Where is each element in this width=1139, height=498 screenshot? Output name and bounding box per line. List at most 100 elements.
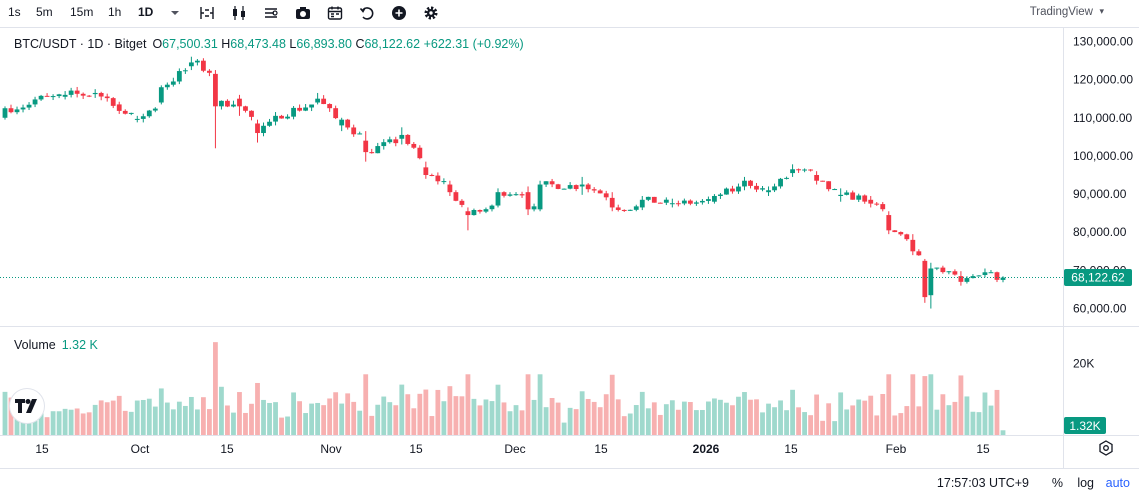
- candle[interactable]: [850, 192, 856, 200]
- candle[interactable]: [104, 96, 110, 99]
- candle[interactable]: [92, 92, 98, 95]
- tradingview-logo[interactable]: [10, 389, 44, 423]
- candle[interactable]: [880, 204, 886, 210]
- candle[interactable]: [321, 98, 327, 105]
- candle[interactable]: [898, 232, 904, 235]
- candle[interactable]: [675, 203, 681, 205]
- candle[interactable]: [279, 115, 284, 119]
- candle[interactable]: [724, 188, 729, 195]
- candle[interactable]: [158, 87, 164, 103]
- candle[interactable]: [459, 200, 465, 205]
- candle[interactable]: [351, 127, 357, 135]
- candle[interactable]: [122, 110, 128, 114]
- candles-icon[interactable]: [231, 5, 247, 21]
- candle[interactable]: [693, 202, 699, 204]
- candle[interactable]: [778, 178, 783, 187]
- candle[interactable]: [772, 186, 777, 191]
- candle[interactable]: [333, 108, 339, 119]
- interval-1s-button[interactable]: 1s: [8, 5, 21, 19]
- candle[interactable]: [585, 184, 591, 190]
- candle[interactable]: [8, 108, 14, 113]
- settings-icon[interactable]: [423, 5, 439, 21]
- candle[interactable]: [471, 209, 477, 216]
- candle[interactable]: [56, 94, 62, 97]
- candle[interactable]: [513, 194, 519, 196]
- candle[interactable]: [237, 98, 242, 107]
- candle[interactable]: [718, 194, 723, 196]
- candle[interactable]: [1000, 277, 1006, 280]
- candle[interactable]: [273, 115, 278, 122]
- candle[interactable]: [128, 112, 134, 114]
- candle[interactable]: [706, 199, 711, 201]
- candle[interactable]: [537, 184, 543, 210]
- candle[interactable]: [74, 90, 80, 94]
- candle[interactable]: [567, 185, 573, 189]
- candle[interactable]: [110, 98, 116, 106]
- candle[interactable]: [976, 275, 982, 277]
- candle[interactable]: [86, 95, 92, 97]
- candle[interactable]: [231, 104, 236, 107]
- candle[interactable]: [363, 140, 369, 153]
- candle[interactable]: [687, 200, 693, 204]
- candle[interactable]: [561, 188, 567, 190]
- candle[interactable]: [188, 62, 194, 67]
- candle[interactable]: [507, 194, 513, 196]
- candle[interactable]: [796, 169, 801, 171]
- candle[interactable]: [591, 189, 597, 191]
- candle[interactable]: [964, 278, 970, 282]
- chart-settings-icon[interactable]: [1098, 440, 1114, 456]
- candle[interactable]: [549, 181, 555, 185]
- candle[interactable]: [766, 190, 771, 193]
- candle[interactable]: [808, 169, 814, 171]
- candle[interactable]: [838, 194, 844, 196]
- candle[interactable]: [657, 202, 663, 204]
- candle[interactable]: [243, 106, 248, 111]
- candle[interactable]: [405, 134, 411, 144]
- candle[interactable]: [423, 167, 429, 175]
- candle[interactable]: [946, 271, 952, 273]
- candle[interactable]: [291, 107, 296, 117]
- candle[interactable]: [784, 177, 789, 179]
- candle[interactable]: [297, 107, 302, 111]
- interval-15m-button[interactable]: 15m: [70, 5, 94, 19]
- candle[interactable]: [543, 181, 549, 185]
- candle[interactable]: [832, 189, 838, 191]
- clock[interactable]: 17:57:03 UTC+9: [936, 476, 1029, 490]
- candle[interactable]: [285, 116, 290, 119]
- candle[interactable]: [375, 146, 381, 154]
- percent-scale-button[interactable]: %: [1051, 476, 1063, 490]
- candle[interactable]: [182, 70, 188, 72]
- candle[interactable]: [357, 133, 363, 135]
- candle[interactable]: [645, 196, 651, 200]
- candle[interactable]: [255, 123, 260, 134]
- candle[interactable]: [736, 186, 741, 192]
- candle[interactable]: [916, 251, 922, 256]
- candle[interactable]: [748, 180, 753, 186]
- candle[interactable]: [934, 267, 940, 269]
- candle[interactable]: [62, 94, 68, 97]
- candle[interactable]: [98, 92, 104, 97]
- candle[interactable]: [904, 234, 910, 240]
- candle[interactable]: [477, 209, 483, 212]
- candle[interactable]: [170, 81, 176, 85]
- candle[interactable]: [417, 147, 423, 159]
- candle[interactable]: [261, 125, 266, 134]
- candle[interactable]: [856, 195, 862, 200]
- candle[interactable]: [453, 192, 459, 201]
- candle[interactable]: [465, 211, 471, 216]
- candle[interactable]: [531, 206, 537, 210]
- interval-5m-button[interactable]: 5m: [36, 5, 53, 19]
- candle[interactable]: [387, 139, 393, 143]
- candle[interactable]: [219, 100, 224, 107]
- chevron-down-icon[interactable]: [167, 5, 183, 21]
- camera-icon[interactable]: [295, 5, 311, 21]
- candle[interactable]: [14, 109, 20, 113]
- candle[interactable]: [892, 230, 898, 233]
- candle[interactable]: [886, 215, 892, 231]
- candle[interactable]: [44, 95, 50, 97]
- candle[interactable]: [928, 268, 934, 296]
- candle[interactable]: [994, 272, 1000, 280]
- candle[interactable]: [225, 100, 230, 107]
- candle[interactable]: [519, 194, 525, 196]
- candle[interactable]: [844, 192, 850, 195]
